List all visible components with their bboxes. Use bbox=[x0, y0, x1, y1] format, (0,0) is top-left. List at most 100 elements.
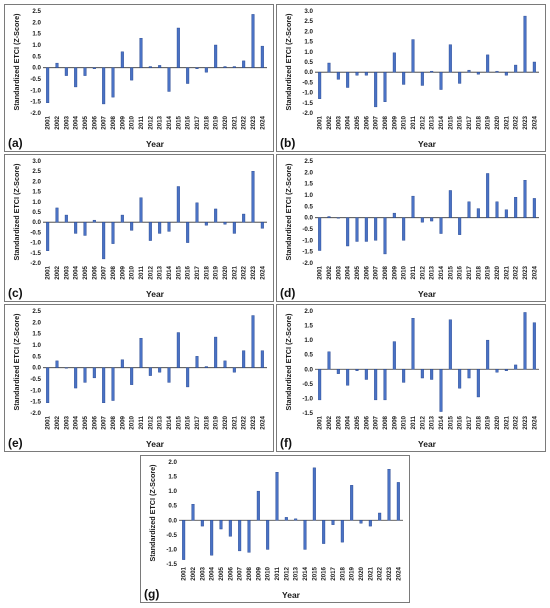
bar-2004 bbox=[346, 217, 350, 247]
y-axis-label: Standardized ETCI (Z-Score) bbox=[12, 163, 21, 261]
y-axis-label: Standardized ETCI (Z-Score) bbox=[148, 464, 157, 562]
bar-2012 bbox=[148, 221, 152, 241]
bar-2005 bbox=[355, 71, 359, 76]
x-tick-label: 2017 bbox=[194, 415, 201, 429]
x-axis-label: Year bbox=[418, 139, 437, 149]
bar-2013 bbox=[158, 367, 162, 373]
y-tick-label: 1.0 bbox=[32, 42, 41, 49]
bar-2019 bbox=[214, 208, 218, 223]
y-tick-label: 0.0 bbox=[32, 219, 41, 226]
y-tick-label: 1.5 bbox=[304, 323, 313, 330]
bar-2017 bbox=[195, 202, 199, 223]
x-tick-label: 2020 bbox=[494, 265, 501, 279]
x-tick-label: 2005 bbox=[82, 265, 89, 279]
x-tick-label: 2015 bbox=[311, 566, 318, 580]
bar-2018 bbox=[340, 520, 344, 543]
bar-2014 bbox=[439, 217, 443, 234]
bar-2009 bbox=[256, 490, 260, 521]
panel-label: (d) bbox=[280, 286, 295, 300]
y-tick-label: -0.5 bbox=[302, 79, 313, 86]
bar-2019 bbox=[214, 336, 218, 368]
bar-2008 bbox=[247, 520, 251, 553]
x-tick-label: 2016 bbox=[457, 115, 464, 129]
bar-2007 bbox=[102, 221, 106, 260]
x-axis-label: Year bbox=[282, 590, 301, 600]
bar-2012 bbox=[420, 217, 424, 223]
x-tick-label: 2022 bbox=[513, 415, 520, 429]
y-tick-label: 1.5 bbox=[304, 39, 313, 46]
x-tick-label: 2019 bbox=[213, 115, 220, 129]
bar-2019 bbox=[486, 54, 490, 73]
x-tick-label: 2012 bbox=[283, 566, 290, 580]
x-tick-label: 2005 bbox=[82, 115, 89, 129]
bar-2011 bbox=[411, 39, 415, 73]
y-tick-label: 0.0 bbox=[168, 517, 177, 524]
y-tick-label: -2.0 bbox=[302, 260, 313, 267]
y-tick-label: -0.5 bbox=[30, 229, 41, 236]
x-tick-label: 2008 bbox=[382, 115, 389, 129]
bar-2015 bbox=[448, 44, 452, 73]
bar-2011 bbox=[139, 197, 143, 223]
y-tick-label: 2.0 bbox=[168, 459, 177, 466]
bar-2022 bbox=[514, 364, 518, 370]
bar-2019 bbox=[486, 339, 490, 370]
y-tick-label: 2.0 bbox=[32, 319, 41, 326]
bar-2013 bbox=[430, 70, 434, 73]
bar-2018 bbox=[204, 221, 208, 226]
bar-2015 bbox=[312, 467, 316, 521]
x-tick-label: 2003 bbox=[63, 115, 70, 129]
bar-2022 bbox=[514, 64, 518, 73]
x-tick-label: 2013 bbox=[293, 566, 300, 580]
x-tick-label: 2006 bbox=[91, 415, 98, 429]
x-tick-label: 2014 bbox=[166, 415, 173, 429]
x-tick-label: 2016 bbox=[457, 415, 464, 429]
x-tick-label: 2008 bbox=[382, 415, 389, 429]
x-tick-label: 2002 bbox=[54, 415, 61, 429]
bar-2001 bbox=[46, 367, 50, 404]
x-tick-label: 2022 bbox=[513, 265, 520, 279]
x-tick-label: 2015 bbox=[175, 415, 182, 429]
x-tick-label: 2011 bbox=[410, 415, 417, 429]
y-tick-label: -1.0 bbox=[30, 387, 41, 394]
bar-2001 bbox=[46, 221, 50, 251]
bar-2015 bbox=[448, 319, 452, 370]
x-tick-label: 2018 bbox=[475, 115, 482, 129]
y-tick-label: 0.5 bbox=[32, 209, 41, 216]
bar-2003 bbox=[64, 367, 68, 369]
bar-2019 bbox=[350, 485, 354, 521]
bar-2012 bbox=[148, 367, 152, 376]
bar-2007 bbox=[238, 520, 242, 552]
x-tick-label: 2016 bbox=[457, 265, 464, 279]
y-tick-label: -1.5 bbox=[302, 249, 313, 256]
x-tick-label: 2005 bbox=[82, 415, 89, 429]
bar-2003 bbox=[336, 217, 340, 219]
x-tick-label: 2004 bbox=[73, 415, 80, 429]
x-tick-label: 2003 bbox=[63, 415, 70, 429]
bar-2002 bbox=[327, 216, 331, 218]
x-tick-label: 2001 bbox=[45, 415, 52, 429]
x-tick-label: 2017 bbox=[194, 115, 201, 129]
panel-f: 2.0 1.5 1.0 0.5 0.0 -0.5 -1.0 -1.5 2001 2002 2003 2… bbox=[276, 304, 546, 452]
x-tick-label: 2012 bbox=[147, 265, 154, 279]
x-tick-label: 2002 bbox=[54, 115, 61, 129]
bar-2007 bbox=[374, 369, 378, 401]
x-tick-label: 2020 bbox=[222, 265, 229, 279]
bar-2008 bbox=[111, 367, 115, 401]
y-tick-label: 1.0 bbox=[32, 199, 41, 206]
x-tick-label: 2023 bbox=[250, 265, 257, 279]
x-tick-label: 2024 bbox=[395, 566, 402, 580]
x-tick-label: 2001 bbox=[45, 115, 52, 129]
bar-2011 bbox=[275, 472, 279, 521]
x-tick-label: 2010 bbox=[129, 115, 136, 129]
x-tick-label: 2024 bbox=[259, 265, 266, 279]
x-tick-label: 2005 bbox=[354, 115, 361, 129]
x-tick-label: 2024 bbox=[531, 265, 538, 279]
x-tick-label: 2013 bbox=[429, 265, 436, 279]
bar-2015 bbox=[176, 27, 180, 68]
x-tick-label: 2009 bbox=[119, 415, 126, 429]
y-tick-label: 2.0 bbox=[304, 28, 313, 35]
x-tick-label: 2017 bbox=[466, 415, 473, 429]
y-tick-label: 0.5 bbox=[304, 203, 313, 210]
